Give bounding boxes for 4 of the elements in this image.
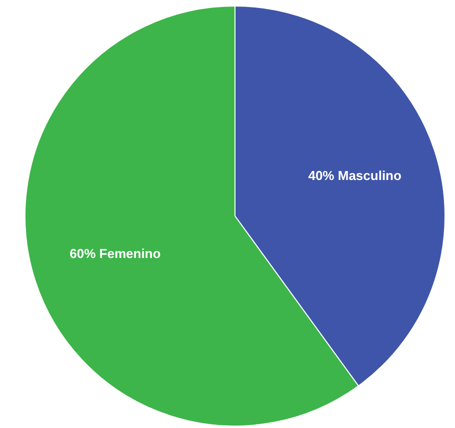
slice-label: Masculino [334,168,402,184]
slice-label: Femenino [96,246,161,262]
data-label: 60% [70,246,96,262]
data-label: 40% [308,168,335,184]
